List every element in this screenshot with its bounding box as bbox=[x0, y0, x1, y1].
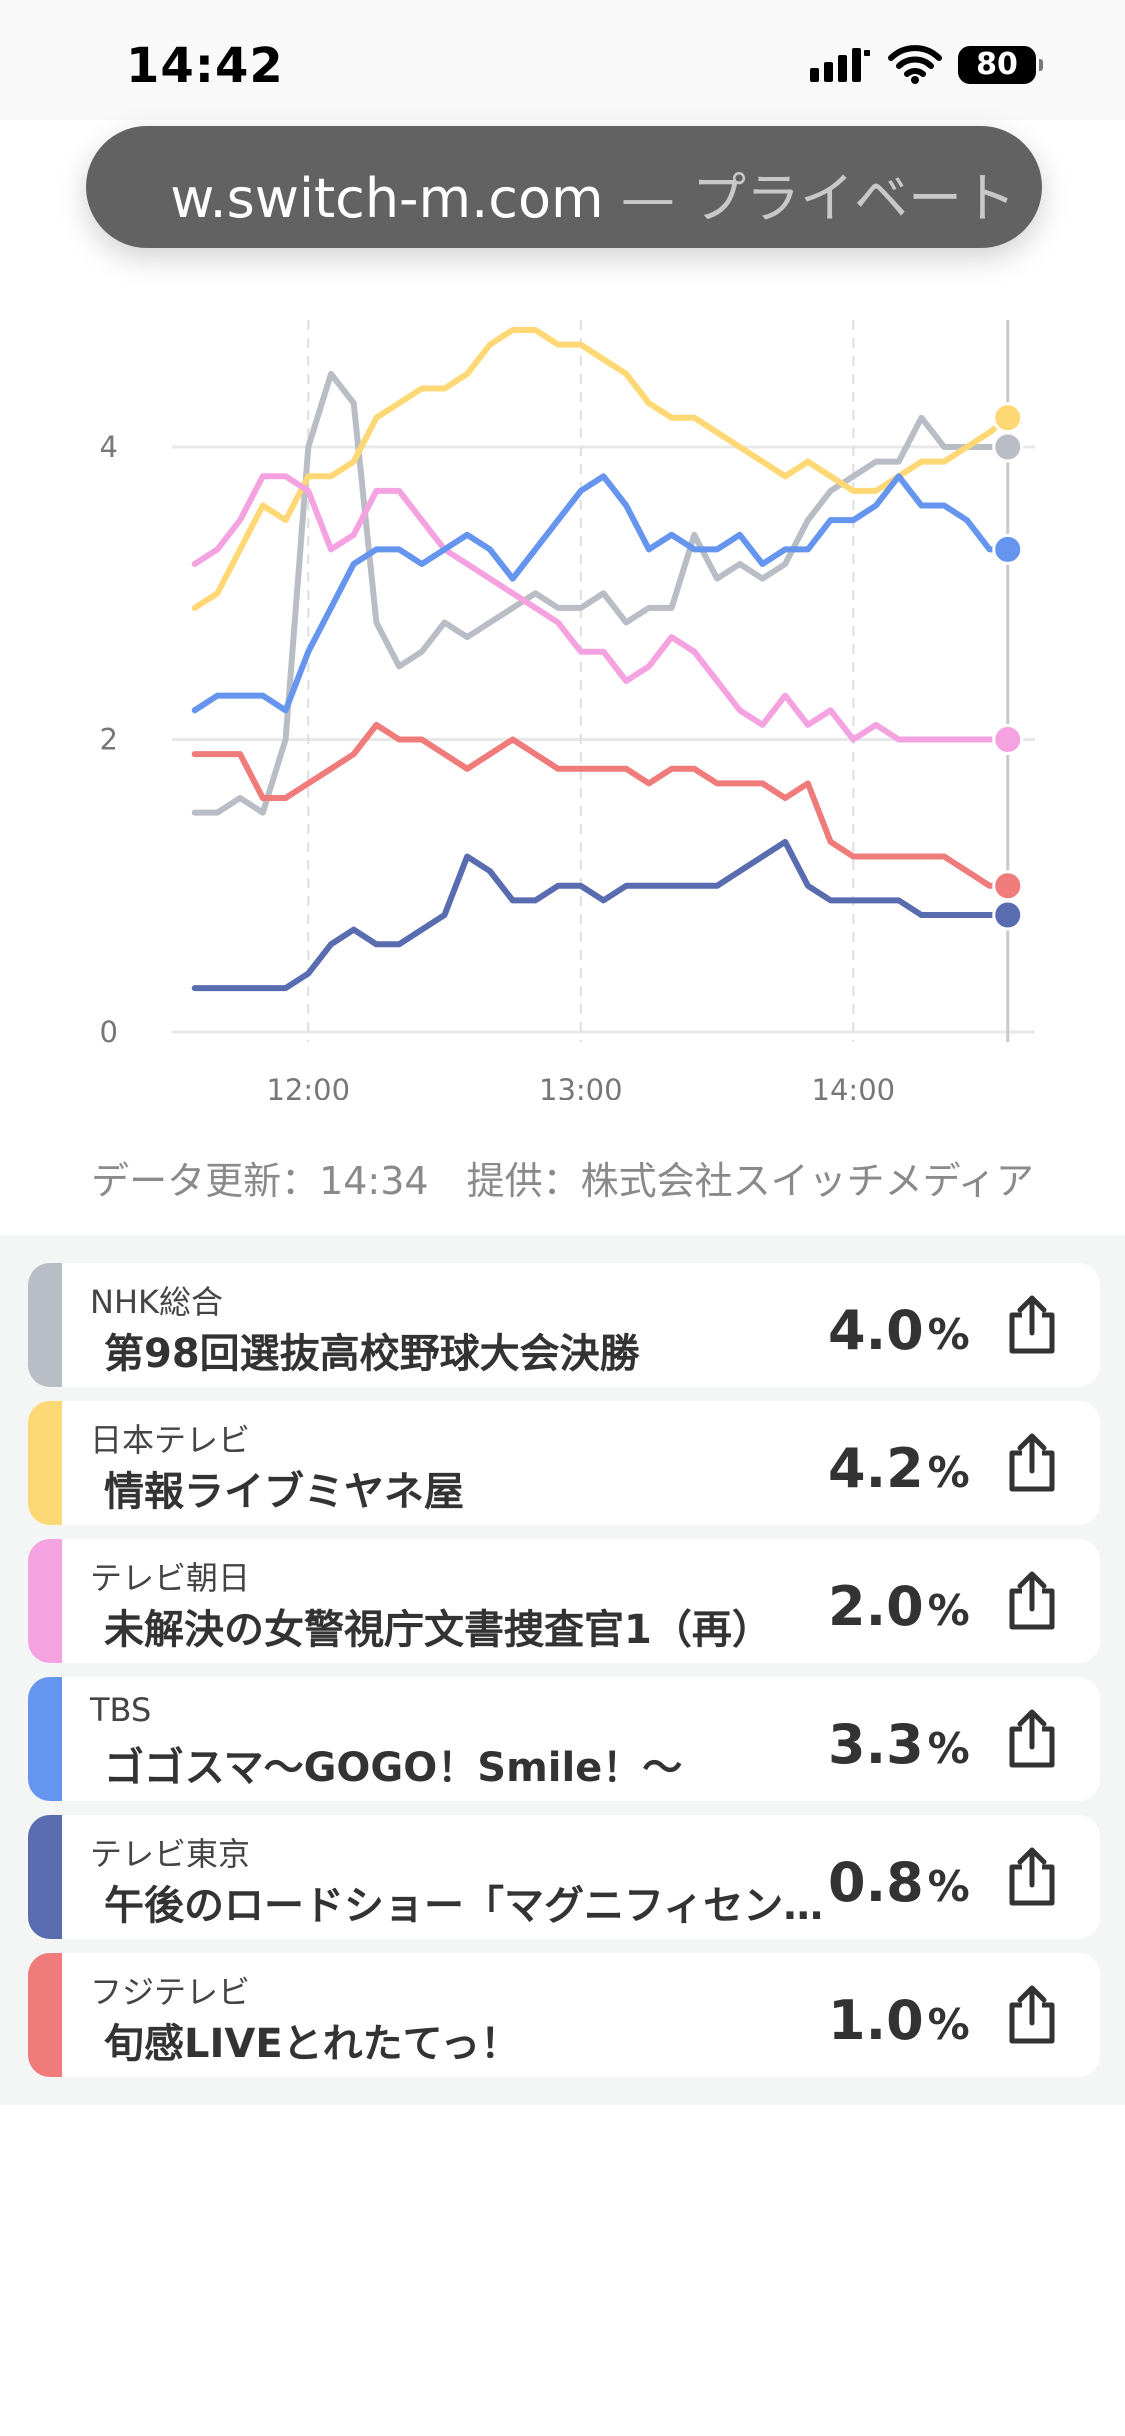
x-tick-label: 12:00 bbox=[266, 1073, 350, 1100]
x-tick-label: 14:00 bbox=[812, 1073, 896, 1100]
channel-color-bar bbox=[28, 1677, 62, 1801]
rating-value: 4.0% bbox=[828, 1299, 970, 1362]
channel-color-bar bbox=[28, 1953, 62, 2077]
series-end-marker bbox=[992, 533, 1024, 565]
series-line bbox=[191, 838, 1011, 992]
rating-number: 3.3 bbox=[828, 1713, 924, 1776]
series-end-marker bbox=[992, 402, 1024, 434]
channel-name: 日本テレビ bbox=[90, 1421, 251, 1459]
series-line bbox=[191, 473, 1011, 743]
rating-number: 1.0 bbox=[828, 1989, 924, 2052]
share-icon[interactable] bbox=[1000, 1707, 1064, 1771]
x-tick-label: 13:00 bbox=[539, 1073, 623, 1100]
y-tick-label: 0 bbox=[100, 1015, 118, 1049]
share-icon[interactable] bbox=[1000, 1569, 1064, 1633]
url-text[interactable]: w.switch-m.com — プライベート bbox=[170, 154, 1016, 233]
rating-unit: % bbox=[927, 1310, 970, 1359]
ratings-chart: 0 2 4 12:00 13:00 14:00 bbox=[0, 300, 1125, 1100]
rating-unit: % bbox=[927, 1724, 970, 1773]
channel-card[interactable]: TBS ゴゴスマ～GOGO！Smile！～ 3.3% bbox=[28, 1677, 1100, 1801]
y-tick-label: 4 bbox=[100, 430, 118, 464]
channel-color-bar bbox=[28, 1815, 62, 1939]
share-icon[interactable] bbox=[1000, 1431, 1064, 1495]
channel-name: フジテレビ bbox=[90, 1973, 251, 2011]
series-end-marker bbox=[992, 899, 1024, 931]
rating-unit: % bbox=[927, 1586, 970, 1635]
program-title: 旬感LIVEとれたてっ！ bbox=[104, 2021, 521, 2067]
wifi-icon bbox=[888, 45, 942, 84]
channel-card[interactable]: フジテレビ旬感LIVEとれたてっ！ 1.0% bbox=[28, 1953, 1100, 2077]
program-title: ゴゴスマ～GOGO！Smile！～ bbox=[104, 1745, 683, 1791]
program-title: 午後のロードショー「マグニフィセント・セブン」 bbox=[104, 1883, 844, 1929]
series-line bbox=[191, 370, 1011, 816]
channel-name: テレビ朝日 bbox=[90, 1559, 251, 1597]
channel-name: テレビ東京 bbox=[90, 1835, 251, 1873]
program-title: 未解決の女警視庁文書捜査官1（再） bbox=[104, 1607, 772, 1653]
share-icon[interactable] bbox=[1000, 1983, 1064, 2047]
rating-value: 0.8% bbox=[828, 1851, 970, 1914]
channel-card[interactable]: NHK総合第98回選抜高校野球大会決勝 4.0% bbox=[28, 1263, 1100, 1387]
rating-value: 2.0% bbox=[828, 1575, 970, 1638]
url-host: w.switch-m.com bbox=[170, 167, 604, 230]
series-end-marker bbox=[992, 724, 1024, 755]
program-title: 第98回選抜高校野球大会決勝 bbox=[104, 1331, 640, 1377]
share-icon[interactable] bbox=[1000, 1845, 1064, 1909]
data-source-note: データ更新：14:34 提供：株式会社スイッチメディア bbox=[91, 1159, 1034, 1203]
channel-list: NHK総合第98回選抜高校野球大会決勝 4.0% 日本テレビ情報ライブミヤネ屋 4.2… bbox=[0, 1235, 1125, 2105]
channel-color-bar bbox=[28, 1401, 62, 1525]
status-time: 14:42 bbox=[126, 38, 284, 94]
rating-number: 4.2 bbox=[828, 1437, 924, 1500]
rating-unit: % bbox=[927, 2000, 970, 2049]
private-mode-label: — プライベート bbox=[603, 167, 1016, 230]
rating-number: 0.8 bbox=[828, 1851, 924, 1914]
series-end-marker bbox=[992, 431, 1024, 463]
channel-color-bar bbox=[28, 1263, 62, 1387]
series-end-marker bbox=[992, 870, 1024, 902]
share-icon[interactable] bbox=[1000, 1293, 1064, 1357]
chart-svg: 0 2 4 12:00 13:00 14:00 bbox=[100, 320, 1035, 1100]
status-bar: 14:42 80 bbox=[0, 0, 1125, 120]
channel-color-bar bbox=[28, 1539, 62, 1663]
rating-value: 4.2% bbox=[828, 1437, 970, 1500]
series-line bbox=[191, 721, 1011, 889]
y-tick-label: 2 bbox=[100, 723, 118, 757]
channel-name: NHK総合 bbox=[90, 1283, 223, 1321]
address-bar[interactable]: w.switch-m.com — プライベート bbox=[86, 126, 1042, 248]
channel-name: TBS bbox=[90, 1691, 152, 1729]
series-line bbox=[191, 473, 1011, 714]
series-line bbox=[191, 327, 1011, 611]
rating-number: 2.0 bbox=[828, 1575, 924, 1638]
rating-value: 1.0% bbox=[828, 1989, 970, 2052]
channel-card[interactable]: テレビ朝日未解決の女警視庁文書捜査官1（再） 2.0% bbox=[28, 1539, 1100, 1663]
battery-icon: 80 bbox=[958, 46, 1043, 84]
cellular-signal-icon bbox=[810, 48, 870, 82]
rating-number: 4.0 bbox=[828, 1299, 924, 1362]
channel-card[interactable]: 日本テレビ情報ライブミヤネ屋 4.2% bbox=[28, 1401, 1100, 1525]
rating-value: 3.3% bbox=[828, 1713, 970, 1776]
program-title: 情報ライブミヤネ屋 bbox=[104, 1469, 464, 1515]
rating-unit: % bbox=[927, 1862, 970, 1911]
rating-unit: % bbox=[927, 1448, 970, 1497]
